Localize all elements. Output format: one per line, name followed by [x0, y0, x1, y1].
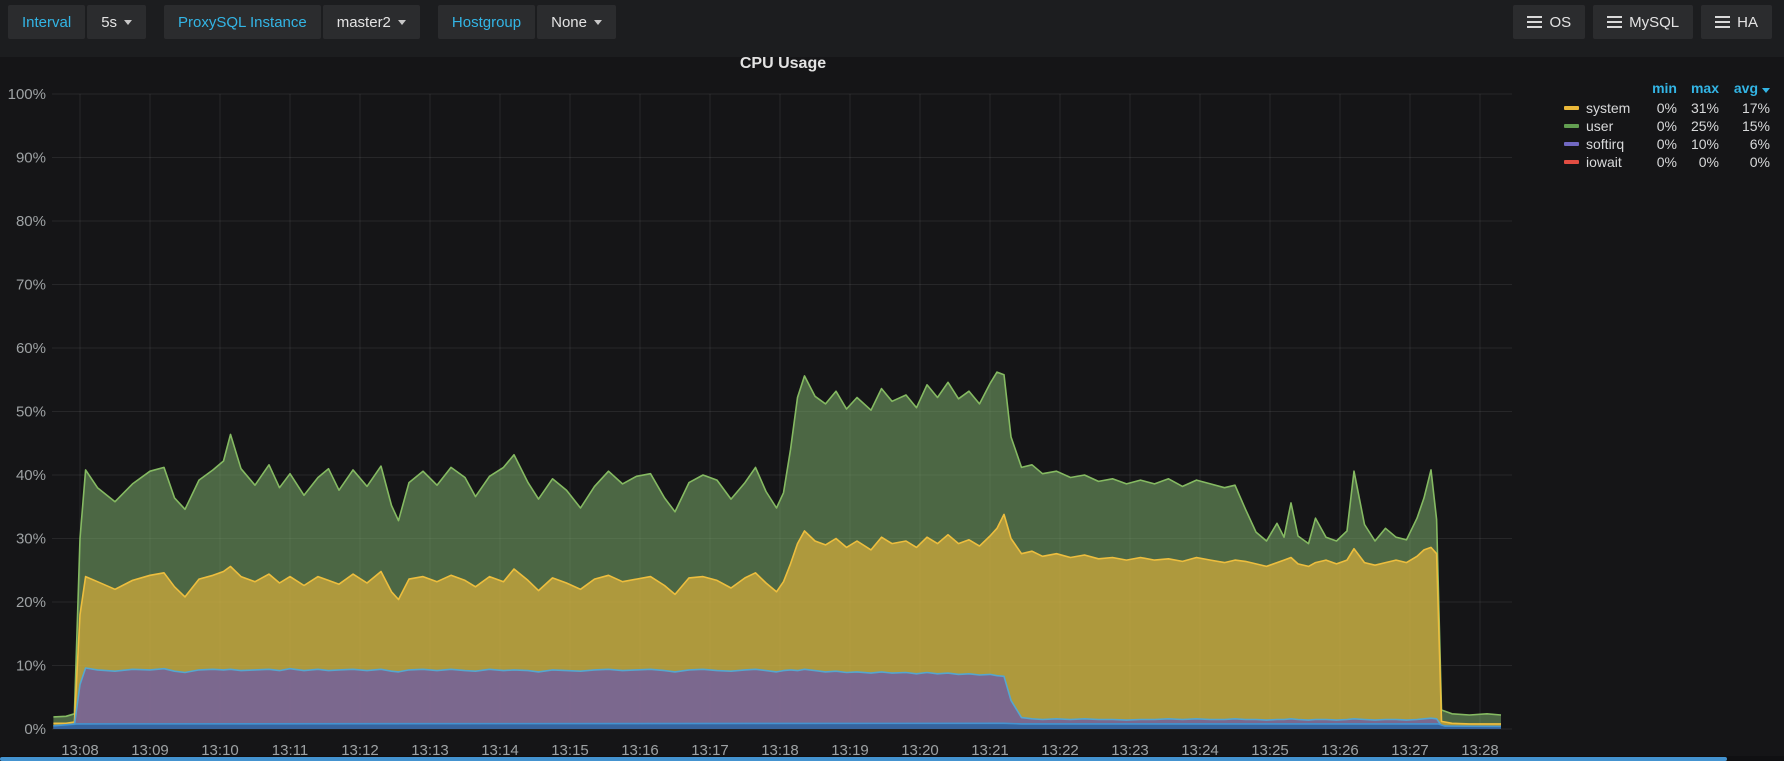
legend-sort-min[interactable]: min: [1652, 80, 1677, 96]
legend-series-softirq[interactable]: softirq: [1556, 135, 1640, 153]
series-color-swatch: [1564, 160, 1579, 165]
os-menu-label: OS: [1549, 13, 1572, 31]
chart-legend: min max avg system 0% 31% 17% user 0% 25…: [1556, 79, 1772, 171]
hostgroup-value-dropdown[interactable]: None: [537, 5, 616, 39]
legend-sort-max[interactable]: max: [1690, 80, 1719, 96]
legend-avg-value: 0%: [1749, 154, 1770, 170]
ha-menu-label: HA: [1737, 13, 1758, 31]
legend-avg-value: 17%: [1741, 100, 1770, 116]
x-axis-tick-label: 13:19: [831, 742, 869, 759]
menu-icon: [1715, 13, 1731, 31]
legend-series-system[interactable]: system: [1556, 99, 1640, 117]
interval-variable-label[interactable]: Interval: [8, 5, 86, 39]
x-axis-tick-label: 13:11: [272, 742, 308, 759]
x-axis-tick-label: 13:23: [1111, 742, 1149, 759]
legend-min-value: 0%: [1656, 136, 1677, 152]
chevron-down-icon: [124, 19, 133, 25]
series-color-swatch: [1564, 124, 1579, 129]
legend-max-value: 0%: [1698, 154, 1719, 170]
legend-max-value: 25%: [1690, 118, 1719, 134]
x-axis-tick-label: 13:20: [901, 742, 939, 759]
series-color-swatch: [1564, 106, 1579, 111]
chevron-down-icon: [593, 19, 602, 25]
softirq-series-line: [53, 667, 1501, 728]
legend-row-softirq: softirq 0% 10% 6%: [1556, 135, 1772, 153]
legend-min-value: 0%: [1656, 154, 1677, 170]
chevron-down-icon: [397, 19, 406, 25]
legend-min-value: 0%: [1656, 118, 1677, 134]
x-axis-tick-label: 13:10: [201, 742, 239, 759]
system-series-line: [53, 513, 1501, 725]
legend-sort-avg[interactable]: avg: [1721, 79, 1772, 99]
x-axis-tick-label: 13:24: [1181, 742, 1219, 759]
menu-icon: [1527, 13, 1543, 31]
legend-avg-value: 6%: [1749, 136, 1770, 152]
y-axis-tick-label: 0%: [24, 721, 46, 738]
hostgroup-value: None: [551, 13, 587, 31]
y-axis-tick-label: 30%: [16, 531, 46, 548]
legend-series-iowait[interactable]: iowait: [1556, 153, 1640, 171]
legend-series-user[interactable]: user: [1556, 117, 1640, 135]
x-axis-tick-label: 13:17: [691, 742, 729, 759]
y-axis-tick-label: 90%: [16, 150, 46, 167]
legend-max-value: 31%: [1690, 100, 1719, 116]
x-axis-tick-label: 13:15: [551, 742, 589, 759]
sort-desc-icon: [1762, 88, 1770, 93]
x-axis-tick-label: 13:16: [621, 742, 659, 759]
y-axis-tick-label: 40%: [16, 467, 46, 484]
x-axis-tick-label: 13:22: [1041, 742, 1079, 759]
proxysql-instance-value-dropdown[interactable]: master2: [322, 5, 420, 39]
x-axis-tick-label: 13:18: [761, 742, 799, 759]
variable-hostgroup: Hostgroup None: [437, 5, 616, 39]
legend-row-system: system 0% 31% 17%: [1556, 99, 1772, 117]
x-axis-tick-label: 13:21: [971, 742, 1009, 759]
legend-max-value: 10%: [1690, 136, 1719, 152]
proxysql-instance-variable-label[interactable]: ProxySQL Instance: [164, 5, 321, 39]
interval-value-dropdown[interactable]: 5s: [87, 5, 147, 39]
x-axis-tick-label: 13:08: [61, 742, 99, 759]
y-axis-tick-label: 80%: [16, 213, 46, 230]
softirq-series-area: [53, 668, 1501, 729]
dashboard-toolbar: Interval 5s ProxySQL Instance master2 Ho…: [0, 0, 1784, 44]
y-axis-tick-label: 50%: [16, 404, 46, 421]
legend-row-iowait: iowait 0% 0% 0%: [1556, 153, 1772, 171]
x-axis-tick-label: 13:28: [1461, 742, 1499, 759]
panel-title[interactable]: CPU Usage: [739, 55, 827, 72]
y-axis-tick-label: 60%: [16, 340, 46, 357]
mysql-menu-button[interactable]: MySQL: [1593, 5, 1694, 39]
variable-proxysql-instance: ProxySQL Instance master2: [164, 5, 420, 39]
bottom-strip-area: [53, 723, 1501, 729]
ha-menu-button[interactable]: HA: [1701, 5, 1772, 39]
horizontal-scrollbar[interactable]: [0, 756, 1784, 761]
user-series-line: [53, 371, 1502, 718]
bottom-strip-line: [53, 722, 1502, 728]
y-axis-tick-label: 100%: [8, 86, 46, 103]
legend-row-user: user 0% 25% 15%: [1556, 117, 1772, 135]
interval-value: 5s: [101, 13, 118, 31]
x-axis-tick-label: 13:13: [411, 742, 449, 759]
x-axis-tick-label: 13:27: [1391, 742, 1429, 759]
legend-min-value: 0%: [1656, 100, 1677, 116]
y-axis-tick-label: 20%: [16, 594, 46, 611]
x-axis-tick-label: 13:09: [131, 742, 169, 759]
series-color-swatch: [1564, 142, 1579, 147]
scrollbar-thumb[interactable]: [0, 757, 1727, 761]
y-axis-tick-label: 70%: [16, 277, 46, 294]
os-menu-button[interactable]: OS: [1513, 5, 1586, 39]
x-axis-tick-label: 13:14: [481, 742, 519, 759]
x-axis-tick-label: 13:26: [1321, 742, 1359, 759]
mysql-menu-label: MySQL: [1629, 13, 1680, 31]
proxysql-instance-value: master2: [336, 13, 391, 31]
y-axis-tick-label: 10%: [16, 658, 46, 675]
x-axis-tick-label: 13:12: [341, 742, 379, 759]
hostgroup-variable-label[interactable]: Hostgroup: [437, 5, 536, 39]
variable-interval: Interval 5s: [8, 5, 147, 39]
menu-icon: [1607, 13, 1623, 31]
x-axis-tick-label: 13:25: [1251, 742, 1289, 759]
dashboard-menus: OS MySQL HA: [1513, 5, 1772, 39]
legend-avg-value: 15%: [1741, 118, 1770, 134]
